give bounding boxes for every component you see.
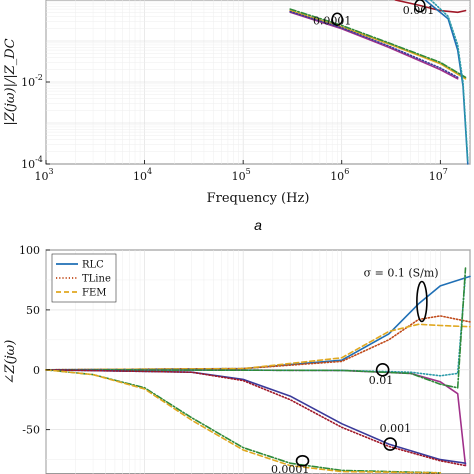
phase-y-axis-label: ∠Z(jω) [3,340,18,385]
x-tick-label-2: 105 [232,167,251,183]
x-tick-exponent: 6 [344,167,349,176]
magnitude-series-1 [289,8,467,79]
magnitude-x-ticks: 103 104 105 106 107 [34,160,448,183]
magnitude-grid [45,0,471,165]
phase-annotation-0: σ = 0.1 (S/m) [364,266,439,279]
marker-ellipse [375,362,390,377]
phase-annotation-3: 0.0001 [271,463,310,474]
legend: RLC TLine FEM [51,253,117,303]
phase-y-tick-label-3: -50 [22,424,40,437]
phase-series-1 [45,315,471,371]
magnitude-series-0 [289,9,467,80]
phase-series-2 [45,323,471,371]
legend-label-1: TLine [82,274,111,285]
legend-label-2: FEM [82,288,106,299]
x-tick-exponent: 7 [443,167,448,176]
magnitude-series-3 [289,10,459,79]
phase-series-5 [45,267,467,389]
magnitude-y-axis-label: |Z(jω)|/|Z_DC [3,38,18,125]
phase-y-tick-label-2: 0 [33,364,40,377]
phase-plot-area [45,249,471,474]
phase-panel: σ = 0.1 (S/m) 0.01 0.001 0.0001 100 50 0 -50 R… [3,244,471,474]
marker-ellipse [295,455,310,467]
x-tick-exponent: 3 [48,167,53,176]
panel-label-a: a [254,217,262,233]
magnitude-series [289,0,469,165]
y-tick-exponent: -4 [35,155,43,164]
x-tick-exponent: 5 [246,167,251,176]
x-tick-label-4: 107 [429,167,448,183]
phase-annotation-1: 0.01 [369,374,394,387]
phase-series-7 [45,368,467,467]
phase-series-9 [45,368,442,474]
phase-series [45,267,471,474]
magnitude-series-4 [394,0,467,14]
phase-y-tick-label-1: 50 [26,304,40,317]
x-tick-exponent: 4 [147,167,152,176]
phase-y-ticks: 100 50 0 -50 [19,244,50,437]
marker-ellipse [383,437,397,451]
phase-y-tick-label-0: 100 [19,244,40,257]
marker-ellipse [414,0,426,13]
phase-annotation-2: 0.001 [380,422,412,435]
marker-ellipse [416,280,428,323]
magnitude-series-6 [429,0,469,162]
y-tick-label-0: 10-4 [21,155,43,171]
x-axis-label: Frequency (Hz) [207,191,310,206]
phase-annotations: σ = 0.1 (S/m) 0.01 0.001 0.0001 [271,266,439,474]
x-tick-label-0: 103 [34,167,53,183]
x-tick-label-1: 104 [133,167,152,183]
legend-label-0: RLC [82,260,104,271]
y-tick-label-1: 10-2 [21,73,43,89]
magnitude-annotation-1: 0.001 [403,4,435,17]
x-tick-label-3: 106 [330,167,349,183]
marker-ellipse [331,12,343,26]
y-tick-exponent: -2 [35,73,43,82]
